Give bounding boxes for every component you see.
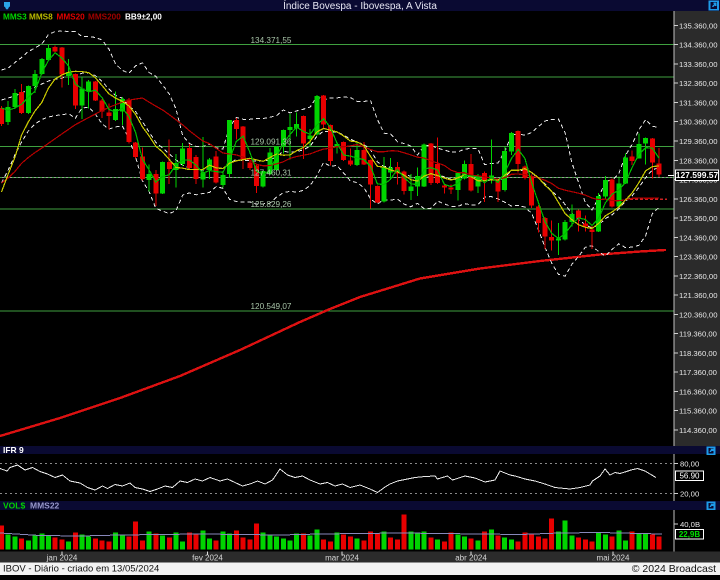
- svg-text:© 2024 Broadcast: © 2024 Broadcast: [632, 563, 716, 575]
- svg-text:fev 2024: fev 2024: [192, 554, 223, 563]
- svg-text:117.360,00: 117.360,00: [679, 368, 717, 377]
- svg-text:mai 2024: mai 2024: [597, 554, 630, 563]
- svg-text:56.90: 56.90: [679, 472, 700, 481]
- svg-text:129.091,36: 129.091,36: [251, 138, 292, 147]
- svg-text:123.360,00: 123.360,00: [679, 253, 717, 262]
- svg-text:126.360,00: 126.360,00: [679, 195, 717, 204]
- svg-text:IBOV - Diário - criado em 13/0: IBOV - Diário - criado em 13/05/2024: [3, 564, 159, 575]
- svg-text:jan 2024: jan 2024: [46, 554, 78, 563]
- svg-text:118.360,00: 118.360,00: [679, 349, 717, 358]
- svg-text:114.360,00: 114.360,00: [679, 426, 717, 435]
- svg-text:132.360,00: 132.360,00: [679, 79, 717, 88]
- svg-text:abr 2024: abr 2024: [455, 554, 487, 563]
- svg-text:125.829,26: 125.829,26: [251, 200, 292, 209]
- svg-text:VOL$: VOL$: [3, 500, 25, 510]
- svg-text:116.360,00: 116.360,00: [679, 387, 717, 396]
- svg-text:20,00: 20,00: [680, 490, 699, 499]
- svg-text:130.360,00: 130.360,00: [679, 118, 717, 127]
- svg-text:122.360,00: 122.360,00: [679, 272, 717, 281]
- svg-text:MMS20: MMS20: [57, 13, 86, 22]
- svg-text:127.599.57: 127.599.57: [676, 170, 719, 180]
- svg-text:80,00: 80,00: [680, 460, 699, 469]
- svg-text:MMS8: MMS8: [29, 13, 53, 22]
- svg-text:Índice Bovespa - Ibovespa, A V: Índice Bovespa - Ibovespa, A Vista: [283, 0, 437, 12]
- svg-text:BB9±2,00: BB9±2,00: [125, 13, 162, 22]
- svg-text:135.360,00: 135.360,00: [679, 22, 717, 31]
- svg-text:131.360,00: 131.360,00: [679, 99, 717, 108]
- svg-text:134.371,55: 134.371,55: [251, 36, 292, 45]
- svg-text:124.360,00: 124.360,00: [679, 233, 717, 242]
- svg-text:MMS3: MMS3: [3, 13, 27, 22]
- svg-text:133.360,00: 133.360,00: [679, 60, 717, 69]
- svg-text:128.360,00: 128.360,00: [679, 156, 717, 165]
- svg-text:40,0B: 40,0B: [680, 520, 700, 529]
- svg-text:119.360,00: 119.360,00: [679, 330, 717, 339]
- svg-text:134.360,00: 134.360,00: [679, 41, 717, 50]
- svg-text:129.360,00: 129.360,00: [679, 137, 717, 146]
- svg-text:115.360,00: 115.360,00: [679, 407, 717, 416]
- svg-text:MMS22: MMS22: [30, 500, 60, 510]
- svg-text:120.549,07: 120.549,07: [251, 302, 292, 311]
- svg-text:120.360,00: 120.360,00: [679, 310, 717, 319]
- svg-text:127.460,31: 127.460,31: [251, 169, 292, 178]
- svg-text:125.360,00: 125.360,00: [679, 214, 717, 223]
- svg-text:121.360,00: 121.360,00: [679, 291, 717, 300]
- svg-text:MMS200: MMS200: [88, 13, 121, 22]
- svg-text:IFR 9: IFR 9: [3, 445, 24, 455]
- svg-text:22,9B: 22,9B: [679, 530, 701, 539]
- svg-text:mar 2024: mar 2024: [325, 554, 359, 563]
